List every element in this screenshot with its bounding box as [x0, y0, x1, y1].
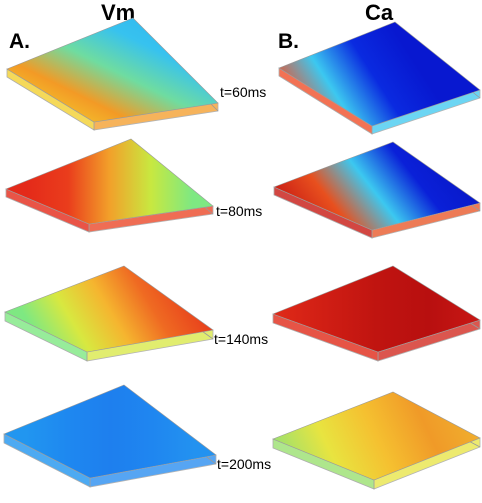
time-label-200ms: t=200ms [217, 456, 272, 472]
slab-ca-200ms [272, 391, 481, 490]
slab-top-surface [273, 141, 481, 231]
time-label-80ms: t=80ms [216, 203, 263, 219]
header-ca: Ca [365, 0, 394, 25]
slab-top-surface [272, 265, 481, 353]
slab-vm-80ms [5, 138, 214, 233]
slab-top-surface [272, 391, 481, 481]
slab-vm-140ms [4, 265, 214, 362]
time-label-60ms: t=60ms [220, 84, 267, 100]
slab-top-surface [4, 265, 214, 353]
slab-top-surface [5, 138, 214, 225]
slab-top-surface [278, 21, 481, 127]
time-label-140ms: t=140ms [214, 331, 269, 347]
slab-ca-80ms [273, 141, 481, 239]
slab-ca-140ms [272, 265, 481, 362]
slab-ca-60ms [278, 21, 481, 135]
slab-vm-60ms [6, 17, 219, 131]
panel-label-a: A. [9, 30, 30, 53]
slab-vm-200ms [3, 384, 217, 488]
panel-label-b: B. [278, 30, 299, 53]
slab-top-surface [3, 384, 217, 479]
slab-top-surface [6, 17, 219, 123]
